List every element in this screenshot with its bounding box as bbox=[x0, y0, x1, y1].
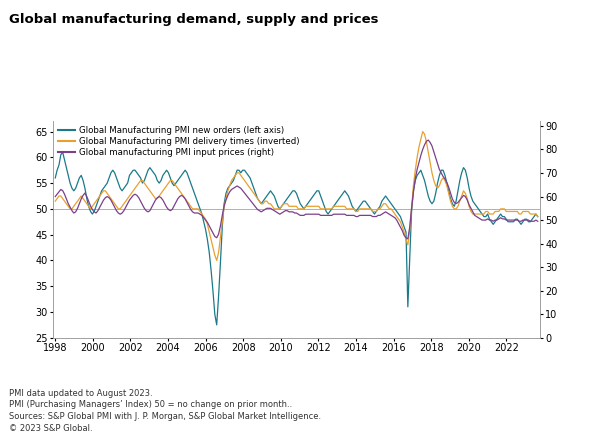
Legend: Global Manufacturing PMI new orders (left axis), Global Manufacturing PMI delive: Global Manufacturing PMI new orders (lef… bbox=[58, 126, 299, 157]
Text: PMI data updated to August 2023.
PMI (Purchasing Managers’ Index) 50 = no change: PMI data updated to August 2023. PMI (Pu… bbox=[9, 388, 321, 433]
Text: Global manufacturing demand, supply and prices: Global manufacturing demand, supply and … bbox=[9, 13, 378, 26]
